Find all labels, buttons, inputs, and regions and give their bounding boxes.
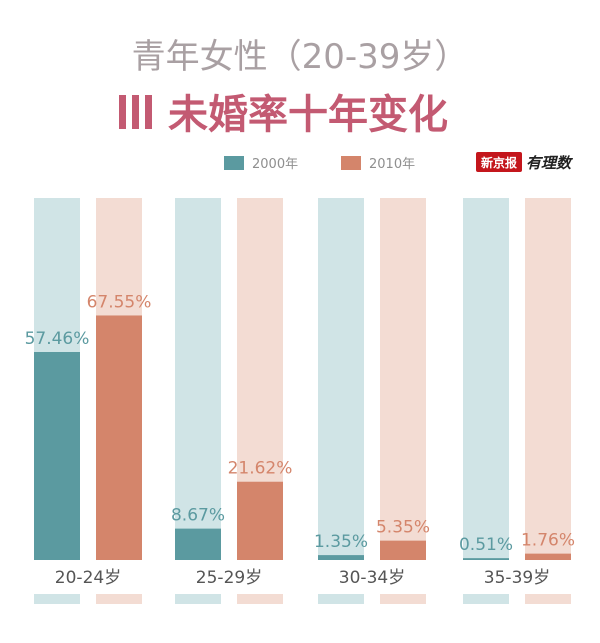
value-label-2010-2: 5.35% <box>376 518 430 538</box>
value-label-2010-0: 67.55% <box>87 292 152 312</box>
bottom-swatch-2010-2 <box>380 594 426 604</box>
value-label-2000-1: 8.67% <box>171 506 225 526</box>
value-label-2000-2: 1.35% <box>314 532 368 552</box>
bottom-swatch-2010-3 <box>525 594 571 604</box>
legend-label-2010: 2010年 <box>369 157 415 172</box>
category-label-2: 30-34岁 <box>339 568 405 588</box>
bars-layer: 57.46% 67.55% 20-24岁 8.67% 21.62% 25-29岁 1.35%… <box>25 198 575 604</box>
bar-2010-3 <box>525 553 571 560</box>
logo: 新京报 有理数 <box>476 152 574 172</box>
legend: 2000年 2010年 <box>224 156 415 172</box>
legend-swatch-2000 <box>224 156 244 170</box>
bar-track-2010-3 <box>525 198 571 560</box>
bar-2010-1 <box>237 481 283 560</box>
bar-track-2010-2 <box>380 198 426 560</box>
bar-2010-0 <box>96 315 142 560</box>
bar-2000-1 <box>175 528 221 560</box>
bottom-swatch-2000-0 <box>34 594 80 604</box>
bar-2000-0 <box>34 351 80 560</box>
chart-title-line2: 未婚率十年变化 <box>168 92 448 138</box>
value-label-2010-1: 21.62% <box>228 459 293 479</box>
category-label-0: 20-24岁 <box>55 568 121 588</box>
bar-2010-2 <box>380 540 426 560</box>
category-label-3: 35-39岁 <box>484 568 550 588</box>
chart-title-line1: 青年女性（20-39岁） <box>132 37 469 77</box>
logo-brand-text: 新京报 <box>481 155 517 170</box>
value-label-2000-3: 0.51% <box>459 535 513 555</box>
title-decoration-bars <box>119 95 152 129</box>
logo-script-text: 有理数 <box>526 154 574 172</box>
bottom-swatch-2000-3 <box>463 594 509 604</box>
bar-track-2000-1 <box>175 198 221 560</box>
legend-swatch-2010 <box>341 156 361 170</box>
bar-track-2000-3 <box>463 198 509 560</box>
value-label-2000-0: 57.46% <box>25 329 90 349</box>
logo-badge <box>476 152 522 172</box>
bottom-swatch-2010-0 <box>96 594 142 604</box>
bar-2000-2 <box>318 555 364 560</box>
value-label-2010-3: 1.76% <box>521 531 575 551</box>
bottom-swatch-2010-1 <box>237 594 283 604</box>
bar-2000-3 <box>463 558 509 560</box>
bar-track-2000-2 <box>318 198 364 560</box>
category-label-1: 25-29岁 <box>196 568 262 588</box>
legend-label-2000: 2000年 <box>252 157 298 172</box>
bottom-swatch-2000-1 <box>175 594 221 604</box>
bottom-swatch-2000-2 <box>318 594 364 604</box>
